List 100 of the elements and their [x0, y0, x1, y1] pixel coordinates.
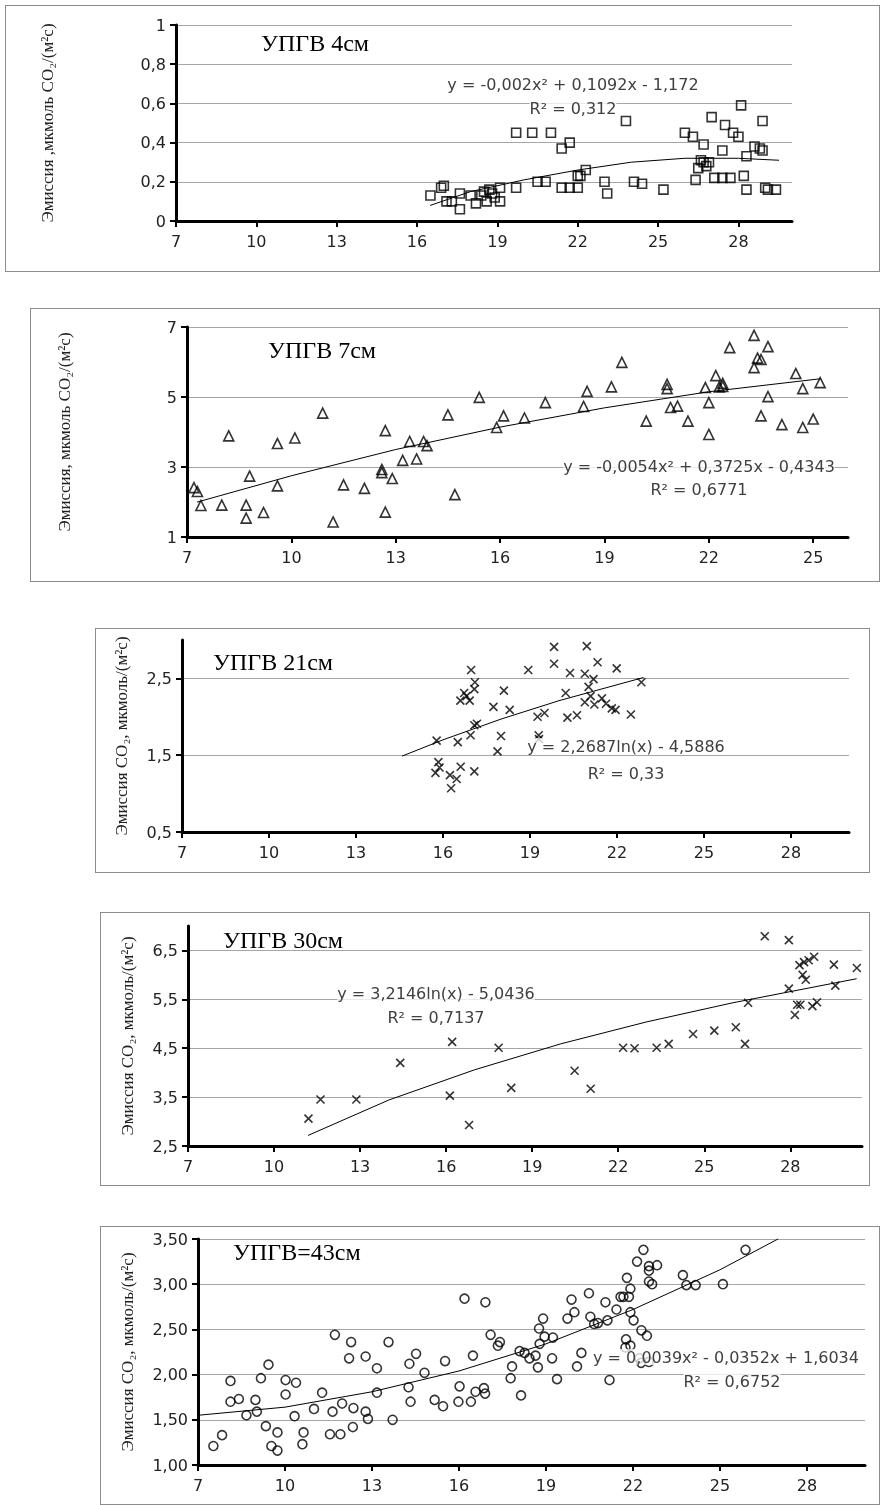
point: [464, 1120, 474, 1130]
point: [466, 665, 476, 675]
point: [636, 677, 647, 688]
point: [731, 1022, 741, 1032]
y-tick-label: 3: [166, 457, 177, 477]
point: [445, 1090, 455, 1101]
line-series: [307, 978, 857, 1136]
y-tick-label: 0,6: [140, 93, 166, 113]
point: [759, 931, 770, 942]
point: [395, 1058, 406, 1068]
point: [651, 1042, 662, 1053]
y-tick-label: 1,5: [146, 745, 172, 765]
point: [493, 1042, 504, 1053]
y-axis-title: Эмиссия ,мкмоль CO₂/(м²с): [38, 23, 57, 223]
point: [812, 997, 822, 1008]
annotation: R² = 0,7137: [387, 1007, 485, 1027]
x-tick-label: 16: [432, 842, 454, 862]
y-axis-title: Эмиссия CO₂, мкмоль/(м²с): [112, 636, 131, 836]
point: [809, 952, 819, 962]
point: [794, 960, 805, 970]
x-tick-label: 10: [274, 1475, 296, 1495]
point: [606, 703, 617, 714]
point: [465, 730, 476, 741]
point: [829, 959, 839, 970]
x-tick-label: 19: [594, 547, 615, 567]
point: [446, 783, 456, 794]
point: [451, 774, 462, 784]
point: [629, 1043, 640, 1054]
y-axis-title: Эмиссия CO₂, мкмоль/(м²с): [118, 936, 137, 1136]
x-tick-label: 13: [326, 231, 347, 251]
point: [452, 737, 463, 747]
x-tick-label: 28: [780, 842, 802, 862]
point: [506, 1083, 517, 1093]
point: [469, 766, 480, 777]
chart-title: УПГВ=43см: [233, 1239, 361, 1265]
y-tick-label: 0,2: [140, 172, 166, 192]
y-tick-label: 3,5: [152, 1087, 178, 1107]
x-tick-label: 16: [406, 231, 428, 251]
point: [562, 712, 573, 723]
point: [431, 735, 442, 746]
x-tick-label: 28: [780, 1156, 801, 1176]
y-tick-label: 1: [166, 527, 177, 547]
point: [743, 997, 753, 1008]
point: [582, 641, 592, 651]
point: [447, 1037, 457, 1047]
point: [430, 768, 441, 778]
x-tick-label: 19: [487, 231, 508, 251]
annotation: y = 0,0039x² - 0,0352x + 1,6034: [593, 1347, 859, 1367]
x-tick-label: 28: [796, 1475, 818, 1495]
point: [455, 695, 466, 706]
point: [539, 708, 550, 718]
point: [784, 983, 794, 994]
chart-title: УПГВ 7см: [268, 337, 377, 363]
y-tick-label: 1: [155, 15, 166, 35]
x-tick-label: 19: [521, 1156, 543, 1176]
point: [597, 693, 607, 704]
point: [549, 659, 559, 669]
point: [488, 702, 499, 712]
point: [580, 697, 590, 708]
x-tick-label: 13: [349, 1156, 371, 1176]
x-tick-label: 19: [535, 1475, 557, 1495]
point: [610, 705, 621, 715]
point: [565, 668, 575, 678]
y-tick-label: 2,5: [152, 1136, 178, 1156]
y-tick-label: 2,5: [146, 668, 172, 688]
point: [580, 668, 590, 679]
point: [601, 698, 611, 709]
point: [807, 1001, 818, 1011]
point: [800, 974, 811, 985]
annotation: y = -0,002x² + 0,1092x - 1,172: [447, 74, 699, 94]
chart-title: УПГВ 30см: [223, 927, 344, 953]
point: [592, 657, 603, 668]
y-axis-title: Эмиссия, мкмоль CO₂/(м²с): [55, 332, 74, 532]
x-tick-label: 7: [192, 1475, 204, 1495]
y-axis-title: Эмиссия CO₂, мкмоль/(м²с): [118, 1252, 137, 1452]
point: [569, 1065, 580, 1076]
point: [572, 710, 582, 721]
y-tick-label: 3,00: [152, 1274, 188, 1294]
x-tick-label: 25: [693, 842, 715, 862]
point: [532, 712, 543, 722]
point: [523, 665, 534, 675]
point: [688, 1029, 698, 1039]
y-tick-label: 5: [166, 387, 177, 407]
y-tick-label: 2,50: [152, 1319, 188, 1339]
point: [464, 695, 475, 706]
point: [455, 761, 466, 772]
x-tick-label: 16: [489, 547, 511, 567]
point: [852, 963, 862, 973]
point: [351, 1094, 362, 1105]
x-tick-label: 13: [385, 547, 406, 567]
y-tick-label: 1,50: [152, 1410, 188, 1430]
x-tick-label: 13: [361, 1475, 383, 1495]
point: [588, 674, 599, 684]
point: [626, 709, 636, 720]
x-tick-label: 25: [709, 1475, 731, 1495]
point: [315, 1094, 326, 1105]
chart-title: УПГВ 21см: [213, 649, 334, 675]
x-tick-label: 25: [803, 547, 824, 567]
x-tick-label: 25: [647, 231, 669, 251]
x-tick-label: 10: [258, 842, 280, 862]
